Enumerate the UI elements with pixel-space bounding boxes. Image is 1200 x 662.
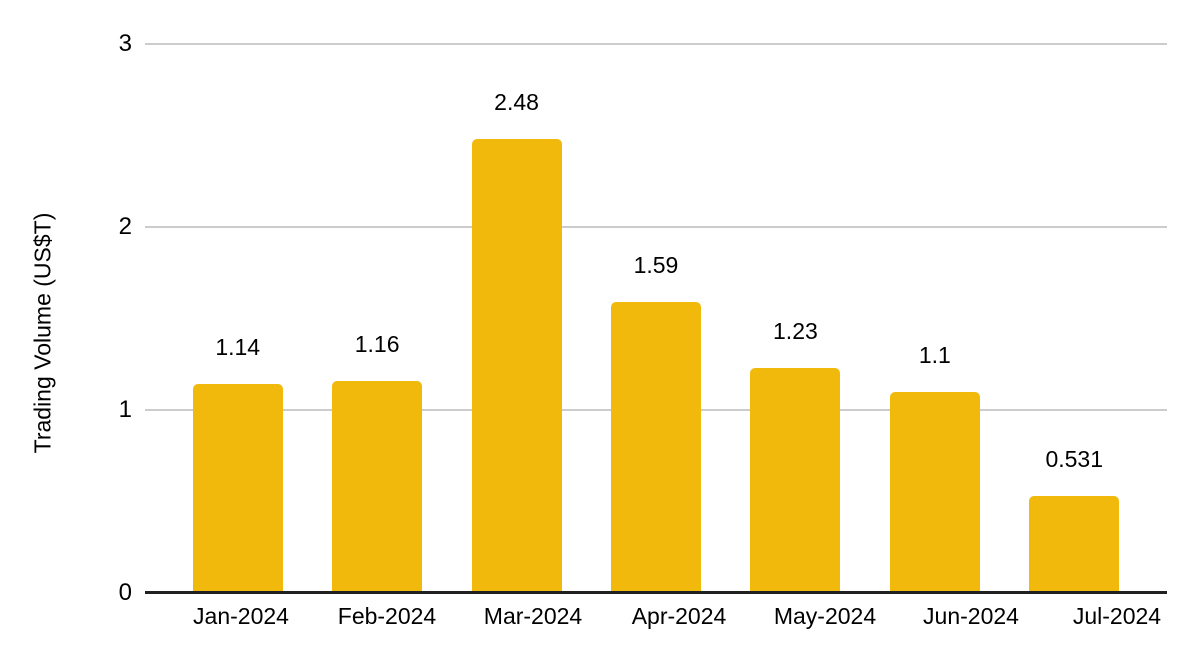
bar-slot: 2.48 — [447, 44, 586, 593]
bar-Jun-2024 — [889, 391, 980, 593]
bar-value-label: 1.1 — [918, 341, 951, 368]
bar-Apr-2024 — [610, 302, 701, 593]
x-tick-label: Feb-2024 — [337, 603, 437, 629]
bar-value-label: 1.23 — [773, 317, 818, 344]
bar-Jan-2024 — [192, 384, 283, 593]
x-tick-label: Mar-2024 — [483, 603, 583, 629]
plot-area: 1.14 1.16 2.48 1.59 1.23 1.1 0.531 — [145, 43, 1167, 594]
x-tick-label: Jun-2024 — [923, 603, 1019, 629]
bar-value-label: 2.48 — [494, 89, 539, 116]
x-tick-label: Apr-2024 — [631, 603, 727, 629]
y-axis-tick-labels: 0 1 2 3 — [0, 32, 132, 605]
y-tick-label: 2 — [118, 213, 132, 240]
bar-value-label: 1.14 — [215, 334, 261, 361]
y-tick-label: 1 — [118, 396, 132, 423]
x-tick-label: May-2024 — [773, 603, 877, 629]
bar-May-2024 — [750, 367, 841, 593]
bar-Mar-2024 — [471, 139, 562, 593]
y-tick-label: 3 — [118, 30, 132, 57]
bar-Feb-2024 — [332, 380, 423, 593]
bar-slot: 1.1 — [865, 44, 1004, 593]
bars-container: 1.14 1.16 2.48 1.59 1.23 1.1 0.531 — [145, 44, 1167, 593]
bar-value-label: 1.16 — [354, 330, 400, 357]
bar-slot: 0.531 — [1005, 44, 1144, 593]
bar-value-label: 0.531 — [1045, 445, 1104, 472]
bar-slot: 1.16 — [307, 44, 446, 593]
bar-slot: 1.23 — [726, 44, 865, 593]
x-axis-tick-labels: Jan-2024 Feb-2024 Mar-2024 Apr-2024 May-2024… — [145, 603, 1200, 630]
bar-slot: 1.14 — [168, 44, 307, 593]
bar-value-label: 1.59 — [633, 252, 679, 279]
gridline — [145, 226, 1167, 228]
bar-slot: 1.59 — [586, 44, 725, 593]
x-tick-label: Jan-2024 — [193, 603, 289, 629]
y-tick-label: 0 — [118, 579, 132, 606]
gridline — [145, 43, 1167, 45]
x-tick-label: Jul-2024 — [1072, 603, 1162, 629]
x-axis-line — [145, 591, 1167, 594]
bar-Jul-2024 — [1029, 495, 1120, 593]
